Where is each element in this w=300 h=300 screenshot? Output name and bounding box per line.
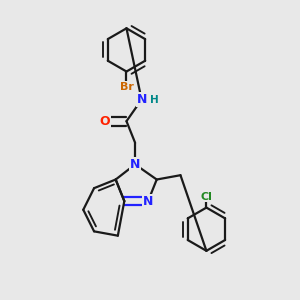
Text: N: N: [130, 158, 140, 171]
Text: Br: Br: [119, 82, 134, 92]
Text: N: N: [143, 195, 153, 208]
Text: O: O: [100, 115, 110, 128]
Text: N: N: [136, 93, 147, 106]
Text: Cl: Cl: [200, 192, 212, 202]
Text: H: H: [150, 94, 159, 105]
